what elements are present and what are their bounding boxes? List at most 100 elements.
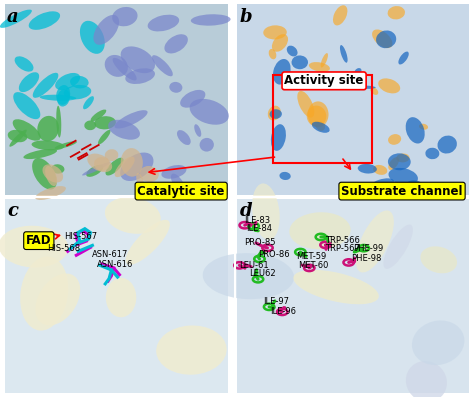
Ellipse shape (340, 45, 347, 63)
Ellipse shape (13, 92, 40, 119)
Text: ILE-96: ILE-96 (270, 307, 296, 316)
Text: ASN-616: ASN-616 (97, 260, 134, 268)
Text: a: a (7, 8, 19, 26)
Ellipse shape (403, 180, 425, 198)
Ellipse shape (19, 72, 39, 92)
Ellipse shape (9, 130, 27, 147)
Ellipse shape (13, 119, 41, 141)
Ellipse shape (376, 31, 396, 48)
Ellipse shape (51, 164, 64, 173)
Ellipse shape (115, 156, 135, 177)
Ellipse shape (33, 73, 58, 98)
Ellipse shape (169, 82, 182, 93)
Text: c: c (7, 202, 18, 220)
Ellipse shape (370, 87, 378, 95)
Ellipse shape (152, 55, 173, 76)
Ellipse shape (164, 34, 188, 54)
Ellipse shape (308, 101, 328, 127)
Bar (273, 75, 372, 163)
Ellipse shape (312, 122, 330, 133)
Ellipse shape (358, 164, 377, 173)
Ellipse shape (425, 148, 439, 159)
Ellipse shape (8, 130, 27, 142)
Polygon shape (5, 4, 228, 195)
Text: d: d (239, 202, 252, 220)
Ellipse shape (125, 68, 155, 84)
Ellipse shape (200, 138, 214, 152)
Ellipse shape (91, 110, 106, 121)
Text: ILE-83: ILE-83 (244, 216, 270, 225)
Ellipse shape (171, 173, 186, 194)
Ellipse shape (180, 90, 205, 108)
Ellipse shape (373, 165, 387, 175)
Text: TRP-566: TRP-566 (325, 236, 360, 245)
Ellipse shape (177, 130, 191, 145)
Text: HIS-568: HIS-568 (47, 244, 81, 252)
Ellipse shape (55, 73, 80, 90)
Ellipse shape (307, 106, 326, 127)
Text: ILE-97: ILE-97 (263, 297, 289, 306)
Ellipse shape (378, 78, 400, 93)
Ellipse shape (15, 56, 34, 72)
Ellipse shape (126, 220, 170, 265)
Text: Substrate channel: Substrate channel (341, 185, 463, 198)
Text: TRP-567: TRP-567 (325, 244, 360, 252)
Ellipse shape (40, 95, 76, 101)
Ellipse shape (309, 62, 330, 72)
Ellipse shape (289, 212, 351, 249)
Text: ASN-617: ASN-617 (92, 250, 129, 258)
Ellipse shape (190, 99, 229, 125)
Ellipse shape (388, 153, 410, 170)
Ellipse shape (355, 86, 376, 89)
Ellipse shape (94, 157, 109, 171)
Ellipse shape (372, 29, 392, 48)
Ellipse shape (356, 210, 394, 272)
Ellipse shape (268, 106, 281, 121)
Ellipse shape (398, 52, 409, 64)
Ellipse shape (86, 165, 103, 177)
Text: PRO-86: PRO-86 (258, 250, 290, 258)
Text: b: b (239, 8, 252, 26)
Ellipse shape (389, 168, 418, 185)
Polygon shape (237, 4, 469, 195)
Ellipse shape (191, 14, 230, 26)
Ellipse shape (388, 134, 401, 145)
Text: ILE-84: ILE-84 (246, 224, 273, 233)
Ellipse shape (419, 124, 428, 130)
Ellipse shape (83, 96, 94, 109)
Ellipse shape (194, 124, 201, 137)
Ellipse shape (0, 226, 68, 268)
Ellipse shape (56, 85, 70, 105)
Ellipse shape (23, 149, 57, 159)
Ellipse shape (87, 154, 112, 172)
Text: LEU-61: LEU-61 (239, 262, 269, 270)
Ellipse shape (32, 158, 57, 190)
Ellipse shape (112, 58, 137, 81)
Ellipse shape (105, 197, 161, 234)
Text: Activity site: Activity site (284, 74, 364, 87)
Ellipse shape (388, 6, 405, 19)
Ellipse shape (252, 183, 280, 240)
Ellipse shape (0, 10, 32, 28)
Ellipse shape (369, 178, 394, 191)
Ellipse shape (147, 15, 179, 31)
Ellipse shape (32, 141, 64, 150)
Ellipse shape (108, 120, 140, 140)
Ellipse shape (388, 157, 399, 170)
Ellipse shape (161, 165, 186, 179)
Ellipse shape (406, 361, 447, 397)
Ellipse shape (20, 256, 68, 331)
Ellipse shape (64, 85, 91, 99)
Ellipse shape (82, 162, 110, 175)
Ellipse shape (293, 270, 379, 304)
Polygon shape (5, 198, 228, 393)
Ellipse shape (105, 149, 118, 161)
Ellipse shape (55, 141, 77, 149)
Ellipse shape (115, 110, 147, 129)
Ellipse shape (121, 46, 155, 73)
Ellipse shape (29, 12, 60, 30)
Ellipse shape (156, 326, 227, 375)
Ellipse shape (70, 76, 89, 89)
Polygon shape (237, 198, 469, 393)
Text: FAD: FAD (26, 234, 60, 247)
